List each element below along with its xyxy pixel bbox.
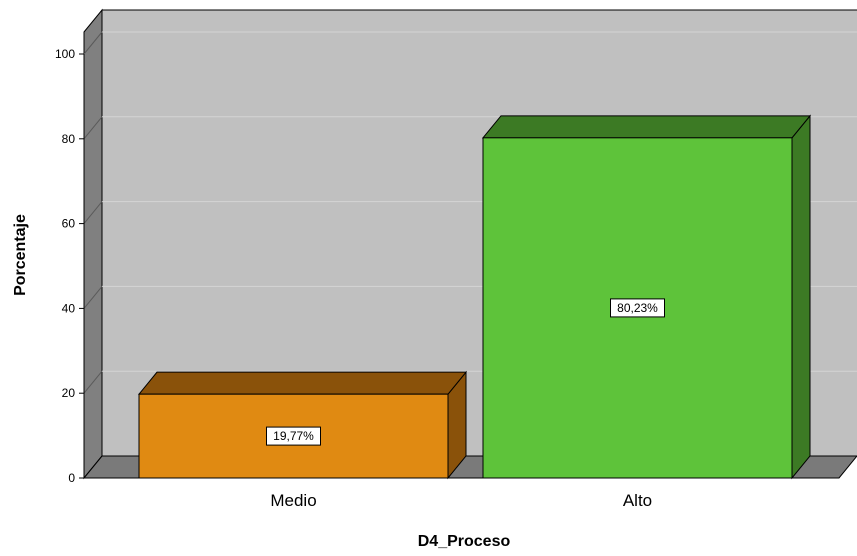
y-tick-label: 20 — [62, 386, 76, 400]
axes: 0 20 40 60 80 100 Medio Alto — [55, 47, 839, 510]
gridline-side — [83, 286, 103, 309]
gridline-side — [83, 116, 103, 140]
bar-top — [137, 371, 468, 395]
y-axis-title: Porcentaje — [12, 214, 29, 296]
bars: 19,77% 80,23% — [137, 114, 812, 480]
side-wall — [83, 8, 103, 480]
data-label-box — [610, 298, 665, 318]
bar-group: 19,77% — [137, 370, 468, 480]
back-wall-outline — [101, 9, 857, 456]
y-tick-label: 100 — [55, 47, 75, 61]
y-tick-label: 0 — [68, 471, 75, 485]
y-tick-label: 60 — [62, 217, 76, 231]
x-tick-label: Medio — [270, 491, 316, 510]
x-axis-title: D4_Proceso — [418, 533, 511, 550]
x-tick-label: Alto — [623, 491, 652, 510]
y-tick-label: 80 — [62, 132, 76, 146]
bar-group: 80,23% — [481, 114, 812, 480]
gridline-side — [83, 201, 103, 224]
gridline-side — [83, 31, 103, 55]
bar-side — [791, 114, 811, 480]
data-label: 80,23% — [617, 301, 658, 315]
gridline-side — [83, 370, 103, 394]
data-label: 19,77% — [273, 429, 314, 443]
y-tick-label: 40 — [62, 301, 76, 315]
bar-top — [481, 115, 812, 139]
data-label-box — [266, 426, 321, 446]
